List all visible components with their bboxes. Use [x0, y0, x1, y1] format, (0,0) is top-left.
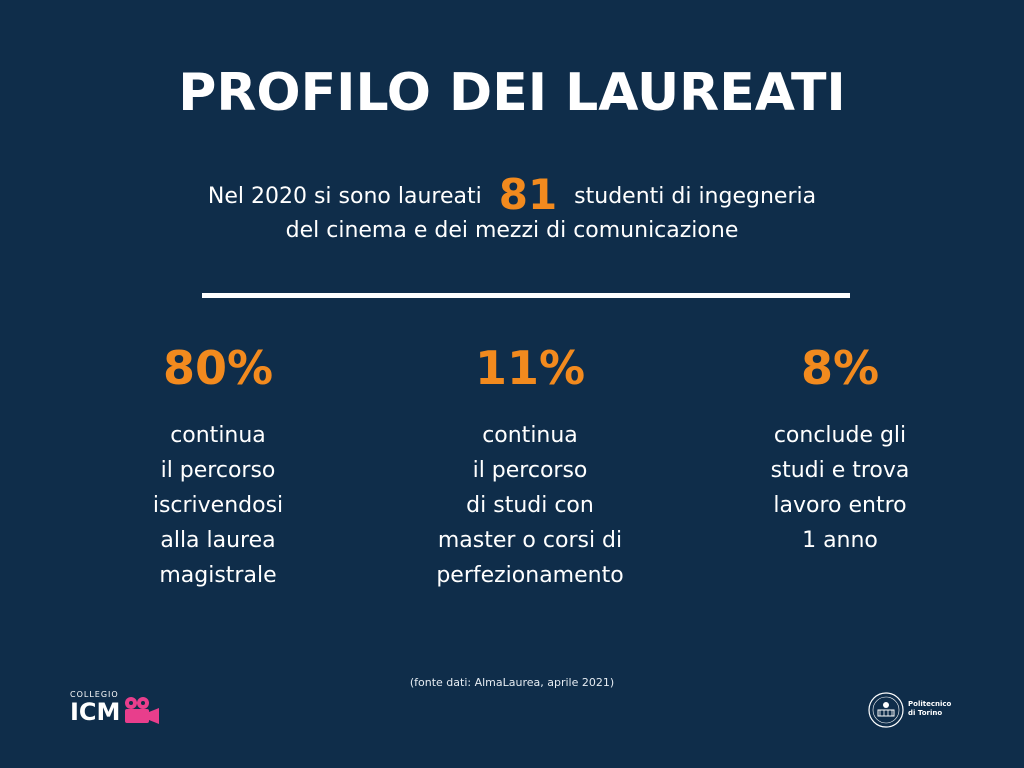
- divider: [202, 293, 850, 298]
- stat-description: continua il percorso di studi con master…: [436, 423, 624, 588]
- polito-line-2: di Torino: [908, 709, 943, 717]
- intro-text: Nel 2020 si sono laureati 81 studenti di…: [0, 174, 1024, 248]
- collegio-icm-logo: COLLEGIO ICM: [70, 690, 170, 732]
- stat-value: 11%: [474, 341, 586, 395]
- stat-value: 80%: [162, 341, 274, 395]
- stat-master-degree: 80% continua il percorso iscrivendosi al…: [68, 338, 368, 593]
- polito-line-1: Politecnico: [908, 700, 952, 708]
- logo-icm-label: ICM: [70, 698, 121, 726]
- intro-line-1: Nel 2020 si sono laureati 81 studenti di…: [0, 174, 1024, 216]
- intro-before: Nel 2020 si sono laureati: [207, 184, 482, 209]
- graduates-count: 81: [498, 170, 558, 219]
- logo-collegio-label: COLLEGIO: [70, 690, 119, 699]
- stat-value: 8%: [800, 341, 880, 395]
- polito-name: Politecnico di Torino: [908, 700, 951, 718]
- stat-description: conclude gli studi e trova lavoro entro …: [770, 423, 910, 553]
- film-camera-icon: [125, 697, 159, 724]
- intro-line-2: del cinema e dei mezzi di comunicazione: [285, 218, 739, 243]
- page-title: PROFILO DEI LAUREATI: [178, 63, 846, 123]
- politecnico-torino-logo: Politecnico di Torino: [866, 690, 966, 730]
- data-source: (fonte dati: AlmaLaurea, aprile 2021): [409, 676, 615, 689]
- stat-employment: 8% conclude gli studi e trova lavoro ent…: [690, 338, 990, 558]
- polito-seal-icon: [868, 692, 904, 728]
- stat-master-courses: 11% continua il percorso di studi con ma…: [380, 338, 680, 593]
- intro-after: studenti di ingegneria: [574, 184, 817, 209]
- stat-description: continua il percorso iscrivendosi alla l…: [152, 423, 284, 588]
